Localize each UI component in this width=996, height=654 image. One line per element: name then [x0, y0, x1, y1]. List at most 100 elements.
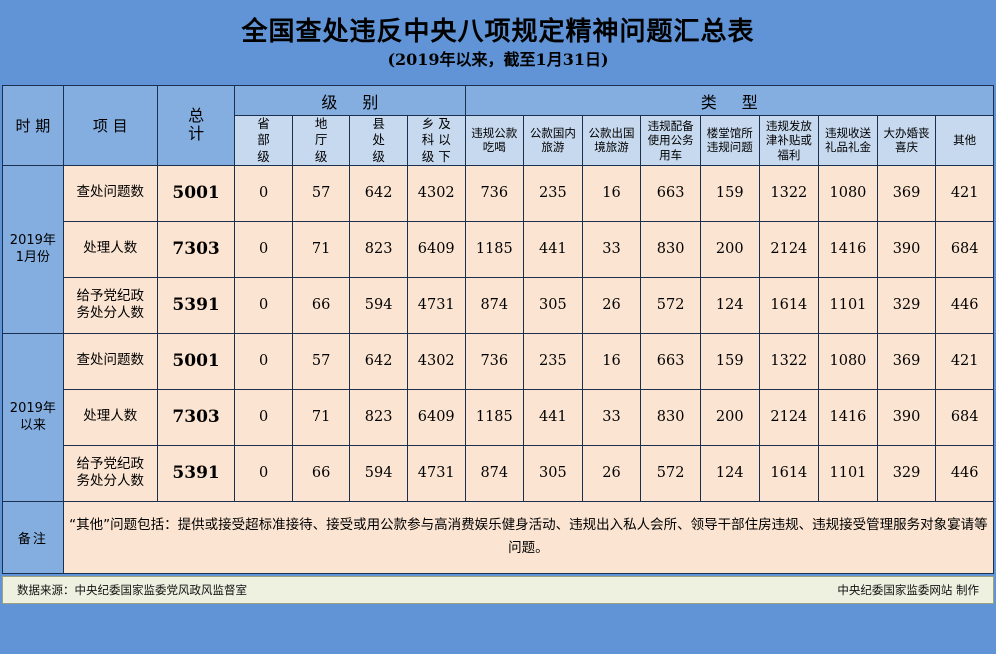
th-total: 总 计: [156, 85, 236, 166]
type-value-7: 369: [876, 332, 937, 390]
th-level-2: 县处级: [349, 115, 408, 166]
type-value-6: 1101: [818, 276, 878, 334]
type-value-3: 572: [640, 276, 701, 334]
level-value-0: 0: [234, 388, 293, 446]
type-value-2: 26: [581, 276, 642, 334]
th-type-3: 违规配备 使用公务 用车: [640, 115, 701, 166]
level-value-2: 594: [349, 444, 408, 502]
type-value-8: 684: [935, 388, 994, 446]
type-value-5: 1614: [758, 444, 820, 502]
footer-source: 数据来源：中央纪委国家监委党风政风监督室: [17, 582, 247, 597]
level-value-3: 6409: [406, 220, 466, 278]
total-value: 5391: [156, 444, 236, 502]
table-wrapper: 时 期 项 目 总 计 级 别 类 型 省部级地厅级县处级乡 及科 以级 下违规…: [0, 85, 996, 574]
level-value-3: 4731: [406, 444, 466, 502]
type-value-4: 159: [699, 332, 760, 390]
level-value-0: 0: [234, 444, 293, 502]
level-value-1: 66: [291, 276, 351, 334]
total-value: 5001: [156, 332, 236, 390]
type-value-3: 830: [640, 220, 701, 278]
type-value-1: 235: [523, 164, 583, 222]
type-value-0: 1185: [464, 220, 525, 278]
type-value-1: 441: [523, 388, 583, 446]
table-head: 时 期 项 目 总 计 级 别 类 型 省部级地厅级县处级乡 及科 以级 下违规…: [2, 85, 994, 166]
type-value-3: 572: [640, 444, 701, 502]
type-value-7: 390: [876, 220, 937, 278]
type-value-2: 26: [581, 444, 642, 502]
table-body: 2019年 1月份 查处问题数 5001 0 57 642 4302 736 235 16 663 15…: [2, 164, 995, 574]
th-period: 时 期: [2, 85, 64, 166]
th-total-line1: 总: [188, 105, 205, 125]
level-value-3: 4731: [406, 276, 466, 334]
type-value-3: 663: [640, 332, 701, 390]
footer-producer: 中央纪委国家监委网站 制作: [837, 582, 979, 597]
type-value-5: 1614: [758, 276, 820, 334]
th-type-4: 楼堂馆所 违规问题: [699, 115, 760, 166]
th-group-type: 类 型: [464, 85, 994, 116]
type-value-2: 33: [581, 220, 642, 278]
type-value-5: 1322: [758, 164, 820, 222]
th-type-8: 其他: [935, 115, 994, 166]
item-label: 查处问题数: [62, 332, 158, 390]
type-value-4: 200: [699, 220, 760, 278]
th-type-5: 违规发放 津补贴或 福利: [758, 115, 820, 166]
th-item: 项 目: [62, 85, 158, 166]
level-value-1: 71: [291, 220, 351, 278]
header-row-groups: 时 期 项 目 总 计 级 别 类 型: [2, 85, 994, 166]
item-label: 处理人数: [62, 388, 158, 446]
level-value-1: 57: [291, 164, 351, 222]
table-row: 给予党纪政 务处分人数 5391 0 66 594 4731 874 305 26 572 124 16…: [3, 276, 994, 334]
th-level-1: 地厅级: [291, 115, 351, 166]
type-value-3: 830: [640, 388, 701, 446]
total-value: 5391: [156, 276, 236, 334]
type-value-0: 874: [464, 276, 525, 334]
type-value-1: 235: [523, 332, 583, 390]
type-value-1: 305: [523, 444, 583, 502]
type-value-0: 874: [464, 444, 525, 502]
table-row: 处理人数 7303 0 71 823 6409 1185 441 33 830 200 2124 141…: [3, 220, 994, 278]
title-band: 全国查处违反中央八项规定精神问题汇总表 (2019年以来，截至1月31日): [0, 0, 996, 85]
type-value-8: 421: [935, 332, 994, 390]
th-group-level: 级 别: [234, 85, 466, 116]
remarks-text: “其他”问题包括：提供或接受超标准接待、接受或用公款参与高消费娱乐健身活动、违规…: [62, 500, 995, 574]
header-row-subs: 省部级地厅级县处级乡 及科 以级 下违规公款 吃喝 公款国内 旅游 公款出国 境旅游 违规配…: [3, 115, 994, 166]
th-total-line2: 计: [188, 124, 205, 144]
level-value-2: 823: [349, 220, 408, 278]
item-label: 处理人数: [62, 220, 158, 278]
level-value-1: 66: [291, 444, 351, 502]
th-type-6: 违规收送 礼品礼金: [818, 115, 878, 166]
page-title: 全国查处违反中央八项规定精神问题汇总表: [241, 17, 755, 48]
th-level-3: 乡 及科 以级 下: [406, 115, 466, 166]
level-value-2: 594: [349, 276, 408, 334]
total-value: 5001: [156, 164, 236, 222]
type-value-4: 200: [699, 388, 760, 446]
table-row: 处理人数 7303 0 71 823 6409 1185 441 33 830 200 2124 141…: [3, 388, 994, 446]
type-value-4: 124: [699, 444, 760, 502]
type-value-6: 1080: [818, 332, 878, 390]
type-value-4: 159: [699, 164, 760, 222]
table-row: 2019年 1月份 查处问题数 5001 0 57 642 4302 736 235 16 663 15…: [2, 164, 994, 334]
type-value-2: 33: [581, 388, 642, 446]
type-value-6: 1080: [818, 164, 878, 222]
th-type-7: 大办婚丧 喜庆: [876, 115, 937, 166]
type-value-8: 446: [935, 444, 994, 502]
type-value-3: 663: [640, 164, 701, 222]
summary-table: 时 期 项 目 总 计 级 别 类 型 省部级地厅级县处级乡 及科 以级 下违规…: [2, 85, 995, 574]
level-value-0: 0: [234, 220, 293, 278]
level-value-3: 4302: [406, 332, 466, 390]
remarks-row: 备注 “其他”问题包括：提供或接受超标准接待、接受或用公款参与高消费娱乐健身活动、…: [2, 500, 995, 574]
type-value-4: 124: [699, 276, 760, 334]
type-value-0: 736: [464, 164, 525, 222]
footer-bar: 数据来源：中央纪委国家监委党风政风监督室 中央纪委国家监委网站 制作: [2, 575, 994, 604]
level-value-0: 0: [234, 164, 293, 222]
type-value-0: 1185: [464, 388, 525, 446]
item-label: 查处问题数: [62, 164, 158, 222]
level-value-2: 642: [349, 164, 408, 222]
level-value-0: 0: [234, 332, 293, 390]
th-type-1: 公款国内 旅游: [523, 115, 583, 166]
level-value-3: 4302: [406, 164, 466, 222]
type-value-2: 16: [581, 332, 642, 390]
type-value-5: 1322: [758, 332, 820, 390]
period-cell-0: 2019年 1月份: [2, 164, 64, 334]
level-value-1: 71: [291, 388, 351, 446]
